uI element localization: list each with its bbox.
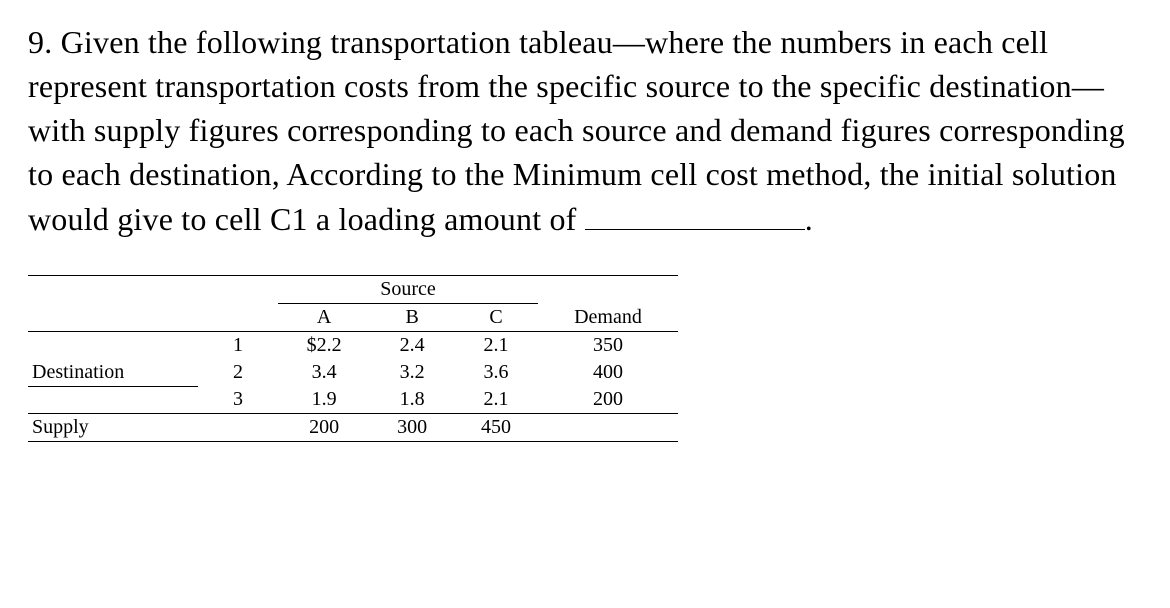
demand-2: 400 — [538, 359, 678, 387]
question-period: . — [805, 201, 813, 237]
cell-a1: $2.2 — [278, 331, 370, 359]
source-header: Source — [380, 278, 436, 300]
supply-b: 300 — [370, 414, 454, 442]
page: 9. Given the following transportation ta… — [0, 0, 1170, 462]
cell-b3: 1.8 — [370, 386, 454, 414]
destination-header: Destination — [28, 359, 198, 387]
source-col-c: C — [454, 303, 538, 331]
source-col-a: A — [278, 303, 370, 331]
source-col-b: B — [370, 303, 454, 331]
cell-a2: 3.4 — [278, 359, 370, 387]
cell-c1: 2.1 — [454, 331, 538, 359]
supply-a: 200 — [278, 414, 370, 442]
demand-header: Demand — [538, 303, 678, 331]
question-text: 9. Given the following transportation ta… — [28, 20, 1142, 241]
cell-b2: 3.2 — [370, 359, 454, 387]
question-body: 9. Given the following transportation ta… — [28, 24, 1125, 237]
demand-1: 350 — [538, 331, 678, 359]
cell-b1: 2.4 — [370, 331, 454, 359]
cell-c3: 2.1 — [454, 386, 538, 414]
supply-c: 450 — [454, 414, 538, 442]
demand-3: 200 — [538, 386, 678, 414]
dest-row-2: 2 — [198, 359, 278, 387]
dest-row-1: 1 — [198, 331, 278, 359]
supply-header: Supply — [28, 414, 198, 442]
cell-c2: 3.6 — [454, 359, 538, 387]
dest-row-3: 3 — [198, 386, 278, 414]
transportation-table: Source A B C Demand 1 $2.2 2.4 2.1 350 — [28, 275, 678, 443]
answer-blank — [585, 200, 805, 230]
cell-a3: 1.9 — [278, 386, 370, 414]
